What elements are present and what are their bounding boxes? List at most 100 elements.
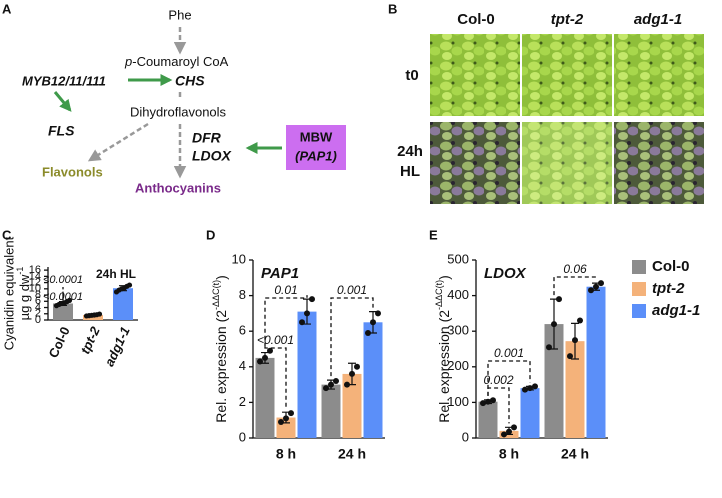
photo: [614, 34, 704, 116]
data-point: [344, 381, 350, 388]
bar: [321, 384, 341, 438]
significance-bracket: [553, 276, 597, 296]
significance-bracket: [487, 360, 531, 396]
panel-letter: D: [206, 227, 215, 242]
data-point: [485, 398, 491, 405]
p-value: 0.002: [483, 373, 513, 387]
label: Rel. expression (2: [436, 310, 452, 423]
panel-a: A Phe p-Coumaroyl CoA CHS MYB12/11/111 D…: [2, 1, 346, 195]
p-value: <0.0001: [43, 274, 83, 286]
axis: [475, 260, 608, 439]
bar: [544, 324, 564, 438]
y-tick-label: 400: [447, 287, 469, 302]
y-tick-label: 16: [29, 264, 41, 276]
myb: MYB12/11/111: [22, 73, 106, 88]
column-label: adg1-1: [634, 11, 682, 28]
data-point: [288, 410, 294, 417]
y-tick-label: 4: [239, 358, 246, 373]
panel-letter: C: [2, 227, 12, 242]
data-point: [365, 329, 371, 336]
y-tick-label: 0: [239, 429, 246, 444]
anthocyanins: Anthocyanins: [135, 180, 221, 195]
y-tick-label: 8: [35, 289, 41, 301]
data-point: [511, 424, 517, 431]
y-tick-label: 0: [35, 314, 41, 326]
data-point: [262, 354, 268, 361]
p-value: <0.0001: [43, 291, 83, 303]
x-tick-label: 24 h: [561, 446, 589, 462]
bar: [363, 322, 383, 438]
y-tick-label: 10: [29, 283, 41, 295]
data-point: [506, 428, 512, 435]
p-value: 0.01: [274, 283, 297, 297]
y-axis-unit: µg g dw-1: [15, 267, 32, 321]
data-point: [598, 280, 604, 287]
y-tick-label: 8: [239, 287, 246, 302]
data-point: [354, 363, 360, 370]
axis: [47, 267, 138, 321]
data-point: [567, 353, 573, 360]
y-tick-label: 200: [447, 358, 469, 373]
data-point: [527, 385, 533, 392]
data-point: [532, 383, 538, 390]
panel-b: B Col-0 tpt-2 adg1-1 t0 24h HL: [388, 1, 704, 204]
data-point: [323, 385, 329, 392]
data-point: [546, 344, 552, 351]
bar: [297, 311, 317, 438]
bar: [255, 357, 275, 438]
p: p: [124, 54, 132, 69]
x-tick-label: 8 h: [499, 446, 519, 462]
panel-letter: A: [2, 1, 12, 16]
y-tick-label: 100: [447, 394, 469, 409]
bar: [520, 388, 540, 438]
data-point: [349, 370, 355, 377]
photo: [430, 122, 520, 204]
data-point: [593, 283, 599, 290]
row-label: 24h: [397, 143, 423, 160]
data-point: [299, 319, 305, 326]
data-point: [551, 321, 557, 328]
ldox: LDOX: [192, 148, 233, 164]
y-tick-label: 6: [239, 323, 246, 338]
bar: [478, 401, 498, 438]
y-axis-label: Rel. expression (2-ΔΔC(t)): [211, 275, 228, 423]
y-tick-label: 6: [35, 295, 41, 307]
p-value: <0.001: [257, 333, 294, 347]
data-point: [304, 310, 310, 317]
data-point: [522, 386, 528, 393]
label-end: ): [213, 275, 229, 280]
bar: [586, 286, 606, 438]
y-tick-label: 4: [35, 301, 41, 313]
label-sup: -ΔΔC(t): [434, 280, 444, 310]
chs: CHS: [175, 73, 205, 89]
row-label: HL: [400, 163, 420, 180]
legend-swatch: [632, 304, 646, 318]
legend-swatch: [632, 260, 646, 274]
x-tick-label: 8 h: [276, 446, 296, 462]
flavonols: Flavonols: [42, 164, 103, 179]
label: Rel. expression (2: [213, 310, 229, 423]
data-point: [257, 358, 263, 365]
data-point: [556, 296, 562, 303]
significance-bracket: [264, 295, 308, 347]
axis: [252, 260, 385, 439]
data-point: [588, 287, 594, 294]
data-point: [480, 400, 486, 407]
y-tick-label: 10: [232, 251, 246, 266]
label-end: ): [436, 275, 452, 280]
photo: [614, 122, 704, 204]
data-point: [501, 431, 507, 438]
coumaroyl: p-Coumaroyl CoA: [124, 54, 229, 69]
panel-letter: B: [388, 1, 397, 16]
data-point: [126, 282, 133, 288]
y-tick-label: 12: [29, 276, 41, 288]
significance-bracket: [330, 297, 374, 377]
y-tick-label: 300: [447, 323, 469, 338]
photo: [430, 34, 520, 116]
row-label: t0: [405, 67, 418, 84]
data-point: [267, 347, 273, 354]
y-tick-label: 0: [462, 429, 469, 444]
chart-title: PAP1: [261, 265, 299, 282]
column-label: Col-0: [457, 11, 495, 28]
y-tick-label: 2: [239, 394, 246, 409]
